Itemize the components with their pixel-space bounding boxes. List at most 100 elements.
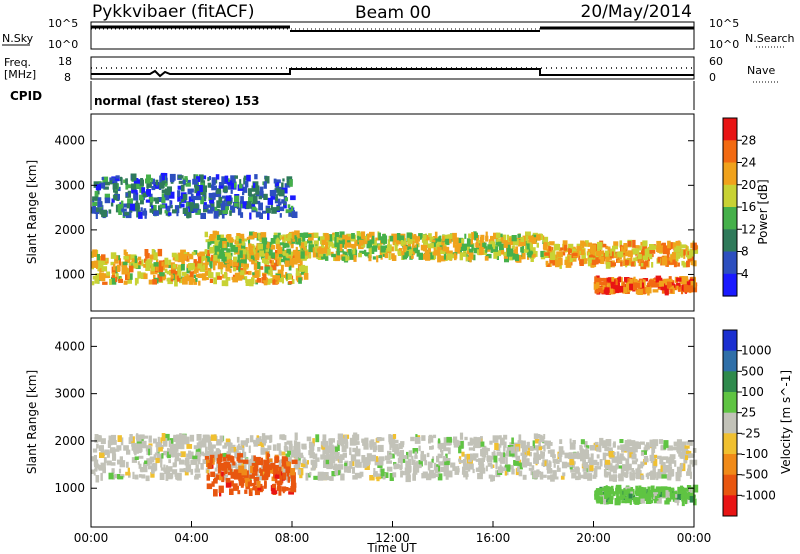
echo-cell	[291, 459, 298, 465]
echo-cell	[459, 252, 463, 261]
echo-cell	[196, 434, 202, 441]
echo-cell	[358, 245, 364, 250]
echo-cell	[382, 233, 386, 242]
echo-cell	[255, 245, 258, 253]
echo-cell	[643, 447, 649, 452]
echo-cell	[598, 277, 605, 282]
echo-cell	[594, 471, 598, 478]
echo-cell	[468, 248, 474, 254]
echo-cell	[274, 478, 278, 484]
echo-cell	[186, 453, 190, 458]
echo-cell	[609, 474, 614, 482]
echo-cell	[463, 473, 467, 478]
echo-cell	[549, 241, 555, 246]
echo-cell	[414, 247, 418, 254]
echo-cell	[479, 464, 485, 470]
echo-cell	[244, 180, 249, 188]
echo-cell	[281, 456, 287, 462]
echo-cell	[497, 241, 502, 247]
echo-cell	[537, 434, 541, 439]
echo-cell	[126, 184, 132, 189]
echo-cell	[259, 212, 263, 219]
echo-cell	[276, 481, 283, 486]
echo-cell	[138, 455, 144, 459]
echo-cell	[324, 449, 328, 455]
echo-cell	[490, 475, 494, 482]
echo-cell	[238, 238, 242, 244]
echo-cell	[111, 198, 115, 203]
echo-cell	[679, 464, 683, 472]
echo-cell	[359, 250, 364, 254]
echo-cell	[302, 253, 308, 260]
echo-cell	[615, 288, 620, 294]
echo-cell	[611, 456, 617, 463]
colorbar-segment	[723, 495, 737, 517]
echo-cell	[291, 231, 295, 240]
echo-cell	[123, 203, 129, 208]
echo-cell	[527, 441, 530, 450]
echo-cell	[584, 258, 588, 264]
echo-cell	[560, 475, 565, 480]
echo-cell	[442, 235, 445, 242]
echo-cell	[143, 273, 148, 280]
echo-cell	[295, 251, 301, 256]
echo-cell	[95, 264, 99, 268]
echo-cell	[615, 485, 620, 491]
echo-cell	[153, 252, 158, 261]
echo-cell	[176, 211, 179, 217]
echo-cell	[257, 475, 261, 481]
echo-cell	[580, 439, 585, 445]
echo-cell	[152, 204, 157, 211]
echo-cell	[533, 433, 539, 440]
echo-cell	[207, 256, 210, 262]
echo-cell	[95, 273, 102, 280]
echo-cell	[326, 461, 333, 470]
echo-cell	[270, 245, 275, 250]
echo-cell	[587, 252, 593, 258]
echo-cell	[511, 437, 514, 444]
echo-cell	[379, 249, 383, 256]
echo-cell	[505, 457, 508, 465]
echo-cell	[441, 450, 444, 456]
echo-cell	[604, 446, 610, 452]
echo-cell	[257, 243, 263, 250]
echo-cell	[121, 208, 127, 212]
echo-cell	[225, 278, 229, 287]
echo-cell	[672, 496, 677, 502]
echo-cell	[341, 445, 347, 452]
echo-cell	[91, 206, 96, 214]
echo-cell	[612, 288, 616, 295]
echo-cell	[234, 247, 238, 253]
echo-cell	[422, 234, 427, 240]
echo-cell	[99, 182, 106, 189]
echo-cell	[102, 281, 108, 285]
echo-cell	[245, 279, 251, 283]
colorbar-tick-label: -500	[741, 468, 768, 482]
echo-cell	[544, 252, 551, 256]
echo-cell	[452, 466, 458, 471]
nsky-tick-bottom: 10^0	[48, 38, 78, 51]
echo-cell	[289, 468, 296, 476]
echo-cell	[190, 193, 194, 200]
echo-cell	[208, 270, 211, 278]
echo-cell	[603, 486, 608, 494]
echo-cell	[216, 457, 222, 464]
echo-cell	[690, 489, 693, 493]
echo-cell	[669, 493, 676, 500]
echo-cell	[412, 473, 416, 481]
echo-cell	[207, 182, 212, 188]
echo-cell	[199, 251, 205, 256]
nave-label: Nave	[747, 64, 775, 77]
echo-cell	[656, 496, 662, 504]
echo-cell	[276, 179, 281, 184]
echo-cell	[204, 434, 209, 441]
echo-cell	[624, 259, 629, 266]
echo-cell	[96, 443, 99, 449]
echo-cell	[605, 245, 609, 250]
echo-cell	[339, 243, 343, 252]
echo-cell	[676, 446, 679, 453]
echo-cell	[293, 465, 299, 470]
echo-cell	[135, 190, 138, 195]
echo-cell	[229, 211, 232, 216]
echo-cell	[226, 451, 232, 457]
